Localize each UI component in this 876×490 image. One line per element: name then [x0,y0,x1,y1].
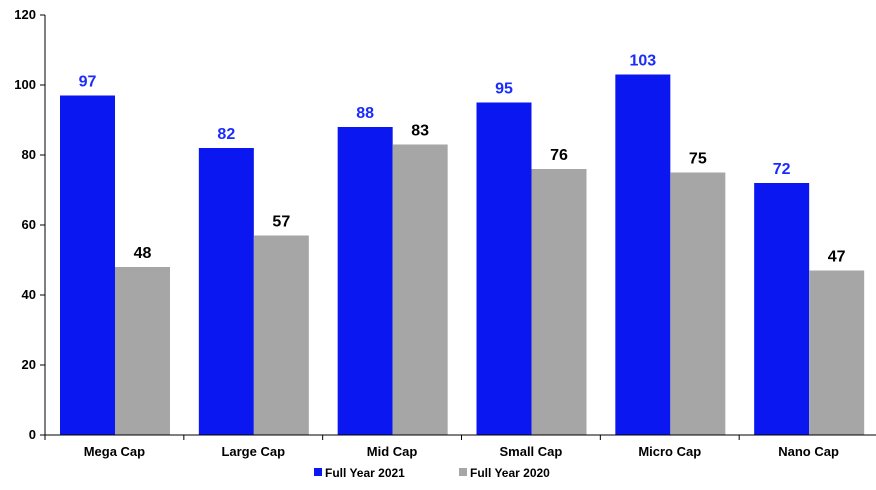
data-labels: 97 48 82 57 88 83 95 76 103 75 72 47 [79,53,846,266]
x-tick-label: Large Cap [221,444,285,459]
x-tick-label: Micro Cap [638,444,701,459]
data-label: 48 [134,245,152,262]
x-tick-label: Small Cap [499,444,562,459]
data-label: 76 [550,147,568,164]
data-label: 47 [828,249,846,266]
data-label: 75 [689,151,707,168]
data-label: 72 [773,161,791,178]
y-tick-label: 20 [22,357,36,372]
data-label: 97 [79,74,97,91]
data-label: 103 [629,53,656,70]
y-tick-label: 120 [14,7,36,22]
bar [198,148,254,435]
y-tick-label: 0 [29,427,36,442]
y-tick-label: 80 [22,147,36,162]
bars [60,74,865,435]
y-axis: 0 20 40 60 80 100 120 [14,7,46,442]
bar [670,172,726,435]
bar [60,95,115,435]
bar [531,169,587,435]
bar [253,235,309,435]
legend-swatch [314,468,322,476]
x-tick-label: Mid Cap [367,444,418,459]
y-tick-label: 60 [22,217,36,232]
data-label: 95 [495,81,513,98]
x-tick-label: Nano Cap [778,444,839,459]
bar [615,74,671,435]
bar [337,127,393,435]
bar [809,270,865,435]
bar [115,267,170,435]
legend-swatch [459,468,467,476]
data-label: 83 [411,123,429,140]
data-label: 88 [356,105,374,122]
data-label: 82 [217,126,235,143]
x-axis: Mega Cap Large Cap Mid Cap Small Cap Micro C… [44,434,876,459]
legend-label: Full Year 2020 [470,466,550,480]
bar [392,144,448,435]
legend-label: Full Year 2021 [325,466,405,480]
data-label: 57 [272,214,290,231]
y-tick-label: 40 [22,287,36,302]
bar [476,102,532,435]
x-tick-label: Mega Cap [84,444,145,459]
legend: Full Year 2021 Full Year 2020 [314,466,550,480]
bar [754,183,810,435]
y-tick-label: 100 [14,77,36,92]
